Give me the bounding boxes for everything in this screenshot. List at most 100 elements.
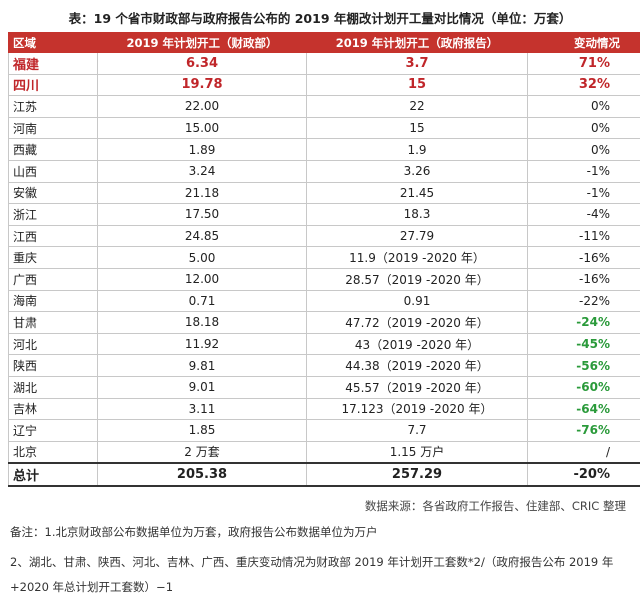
- table-row: 辽宁 1.85 7.7 -76%: [8, 419, 640, 442]
- table-cell: 浙江: [8, 203, 98, 226]
- table-cell: 19.78: [97, 73, 307, 97]
- table-cell: 11.9（2019 -2020 年）: [306, 246, 528, 269]
- table-cell: 9.01: [97, 375, 307, 399]
- table-cell: 32%: [527, 73, 640, 97]
- table-cell: 17.123（2019 -2020 年）: [306, 397, 528, 421]
- table-cell: -64%: [527, 397, 640, 421]
- header-cell: 2019 年计划开工（财政部）: [97, 32, 307, 53]
- table: 区域 2019 年计划开工（财政部） 2019 年计划开工（政府报告） 变动情况 福建 6…: [8, 32, 640, 487]
- table-cell: 广西: [8, 267, 98, 291]
- table-cell: 5.00: [97, 246, 307, 269]
- table-cell: 辽宁: [8, 419, 98, 442]
- table-cell: 3.11: [97, 397, 307, 421]
- table-cell: 15.00: [97, 116, 307, 140]
- table-cell: 205.38: [97, 462, 307, 487]
- table-cell: 47.72（2019 -2020 年）: [306, 311, 528, 334]
- table-cell: -76%: [527, 419, 640, 442]
- table-cell: 17.50: [97, 203, 307, 226]
- table-cell: 22: [306, 95, 528, 118]
- table-cell: 21.45: [306, 181, 528, 205]
- table-row: 四川 19.78 15 32%: [8, 73, 640, 97]
- header-cell: 区域: [8, 32, 98, 53]
- table-cell: 24.85: [97, 224, 307, 248]
- table-cell: 甘肃: [8, 311, 98, 334]
- table-cell: -1%: [527, 159, 640, 183]
- header-cell: 变动情况: [527, 32, 640, 53]
- table-cell: 0%: [527, 95, 640, 118]
- table-row: 安徽 21.18 21.45 -1%: [8, 181, 640, 205]
- table-title: 表：19 个省市财政部与政府报告公布的 2019 年棚改计划开工量对比情况（单位…: [68, 11, 572, 26]
- table-cell: 江西: [8, 224, 98, 248]
- table-cell: 22.00: [97, 95, 307, 118]
- table-row: 江苏 22.00 22 0%: [8, 95, 640, 118]
- table-cell: 6.34: [97, 52, 307, 75]
- table-cell: 3.7: [306, 52, 528, 75]
- table-cell: 18.18: [97, 311, 307, 334]
- table-row: 浙江 17.50 18.3 -4%: [8, 203, 640, 226]
- table-cell: 北京: [8, 440, 98, 464]
- table-cell: 9.81: [97, 354, 307, 377]
- table-cell: 71%: [527, 52, 640, 75]
- table-cell: -1%: [527, 181, 640, 205]
- table-cell: 河北: [8, 332, 98, 356]
- table-cell: -16%: [527, 267, 640, 291]
- table-row: 甘肃 18.18 47.72（2019 -2020 年） -24%: [8, 311, 640, 334]
- table-cell: 1.89: [97, 138, 307, 161]
- table-row: 山西 3.24 3.26 -1%: [8, 159, 640, 183]
- table-row: 湖北 9.01 45.57（2019 -2020 年） -60%: [8, 375, 640, 399]
- table-cell: 1.15 万户: [306, 440, 528, 464]
- table-row: 吉林 3.11 17.123（2019 -2020 年） -64%: [8, 397, 640, 421]
- table-cell: -4%: [527, 203, 640, 226]
- table-row: 西藏 1.89 1.9 0%: [8, 138, 640, 161]
- table-cell: 安徽: [8, 181, 98, 205]
- table-cell: 11.92: [97, 332, 307, 356]
- table-cell: -56%: [527, 354, 640, 377]
- table-cell: -60%: [527, 375, 640, 399]
- table-cell: 江苏: [8, 95, 98, 118]
- table-cell: -45%: [527, 332, 640, 356]
- table-cell: -11%: [527, 224, 640, 248]
- table-cell: 15: [306, 116, 528, 140]
- table-cell: 0%: [527, 138, 640, 161]
- table-cell: 0.71: [97, 289, 307, 313]
- table-cell: 43（2019 -2020 年）: [306, 332, 528, 356]
- table-cell: 7.7: [306, 419, 528, 442]
- table-row: 河南 15.00 15 0%: [8, 116, 640, 140]
- table-cell: 15: [306, 73, 528, 97]
- table-cell: -22%: [527, 289, 640, 313]
- table-cell: 44.38（2019 -2020 年）: [306, 354, 528, 377]
- table-cell: 河南: [8, 116, 98, 140]
- table-cell: 重庆: [8, 246, 98, 269]
- table-row: 海南 0.71 0.91 -22%: [8, 289, 640, 313]
- table-row: 河北 11.92 43（2019 -2020 年） -45%: [8, 332, 640, 356]
- table-cell: 0%: [527, 116, 640, 140]
- table-cell: -20%: [527, 462, 640, 487]
- table-cell: 0.91: [306, 289, 528, 313]
- table-cell: 12.00: [97, 267, 307, 291]
- note: 2、湖北、甘肃、陕西、河北、吉林、广西、重庆变动情况为财政部 2019 年计划开…: [10, 555, 614, 594]
- table-cell: 福建: [8, 52, 98, 75]
- table-cell: /: [527, 440, 640, 464]
- table-cell: 27.79: [306, 224, 528, 248]
- table-row: 总计 205.38 257.29 -20%: [8, 462, 640, 487]
- table-cell: 1.85: [97, 419, 307, 442]
- table-row: 北京 2 万套 1.15 万户 /: [8, 440, 640, 464]
- table-cell: 3.24: [97, 159, 307, 183]
- source: 数据来源：各省政府工作报告、住建部、CRIC 整理: [364, 499, 626, 513]
- table-cell: 3.26: [306, 159, 528, 183]
- table-row: 陕西 9.81 44.38（2019 -2020 年） -56%: [8, 354, 640, 377]
- table-cell: 海南: [8, 289, 98, 313]
- note: 备注：1.北京财政部公布数据单位为万套，政府报告公布数据单位为万户: [10, 525, 378, 539]
- table-cell: 2 万套: [97, 440, 307, 464]
- table-cell: 山西: [8, 159, 98, 183]
- table-cell: 湖北: [8, 375, 98, 399]
- header-row: 区域 2019 年计划开工（财政部） 2019 年计划开工（政府报告） 变动情况: [8, 32, 640, 53]
- table-cell: 45.57（2019 -2020 年）: [306, 375, 528, 399]
- table-cell: 21.18: [97, 181, 307, 205]
- table-row: 广西 12.00 28.57（2019 -2020 年） -16%: [8, 267, 640, 291]
- header-cell: 2019 年计划开工（政府报告）: [306, 32, 528, 53]
- table-row: 重庆 5.00 11.9（2019 -2020 年） -16%: [8, 246, 640, 269]
- table-cell: 257.29: [306, 462, 528, 487]
- table-cell: 西藏: [8, 138, 98, 161]
